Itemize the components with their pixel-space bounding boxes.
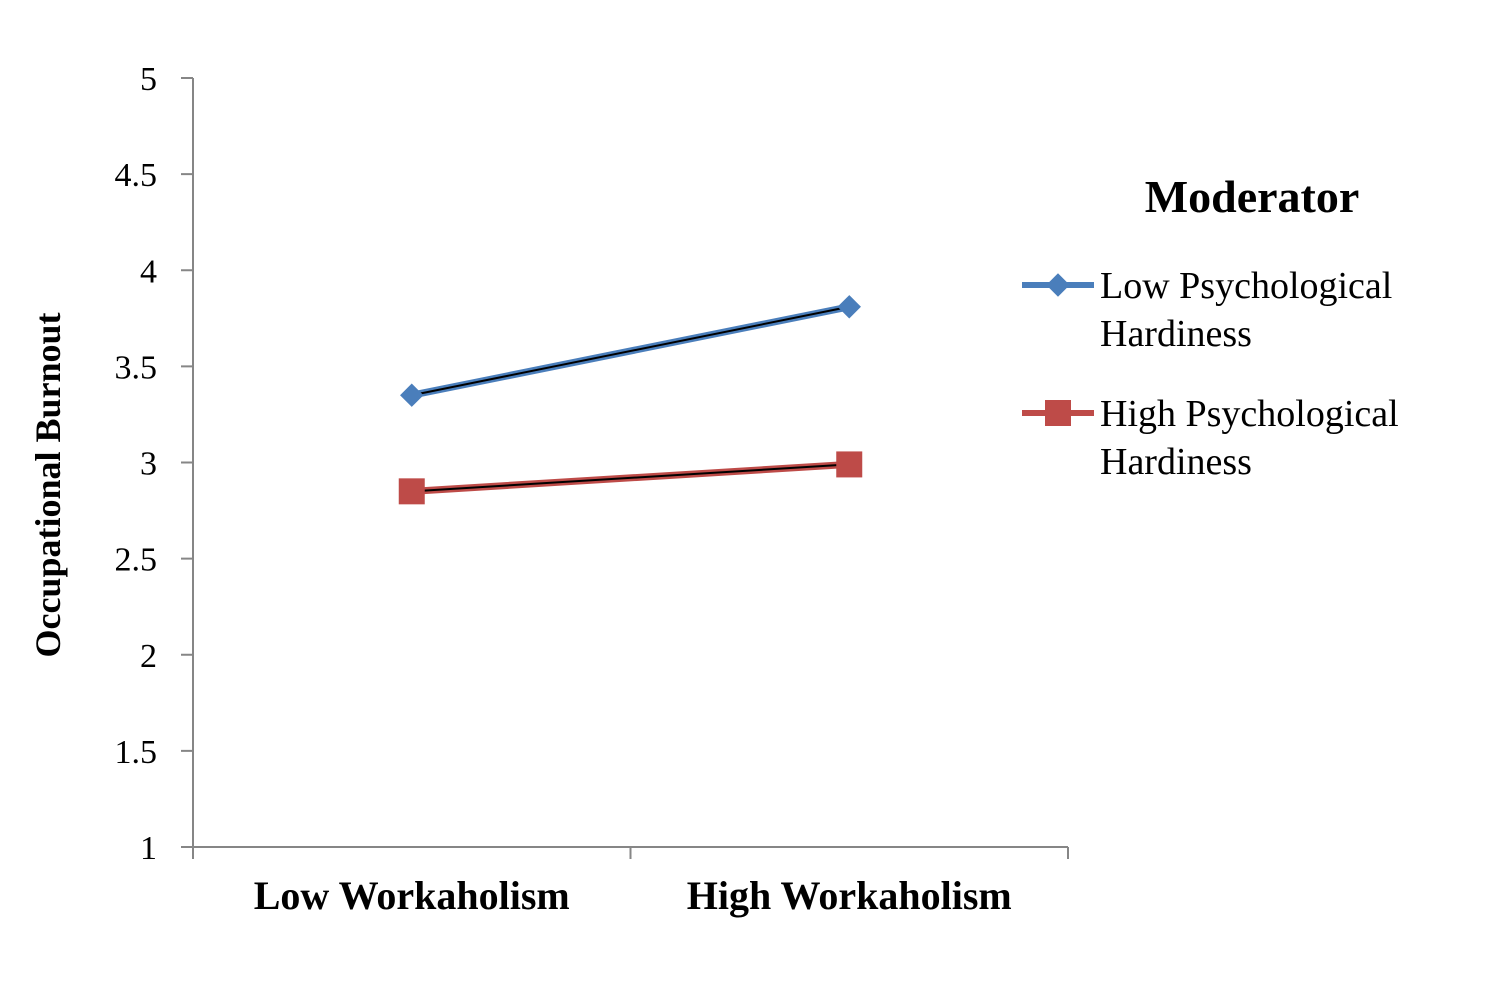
legend-marker — [1046, 273, 1070, 297]
legend-label: Low Psychological — [1100, 265, 1392, 307]
y-ticks: 1 1.5 2 2.5 3 3.5 4 4.5 5 — [115, 61, 193, 867]
series-fit-line — [411, 305, 850, 397]
y-tick-label: 4 — [140, 253, 157, 290]
data-point — [837, 295, 861, 319]
y-tick-label: 3.5 — [115, 349, 158, 386]
series-layer — [398, 295, 863, 505]
y-tick-label: 4.5 — [115, 157, 158, 194]
data-point — [836, 451, 863, 478]
legend-title: Moderator — [1145, 171, 1360, 222]
series-fit-line — [411, 463, 850, 493]
x-ticks: Low Workaholism High Workaholism — [192, 847, 1069, 918]
data-point — [400, 383, 424, 407]
data-point — [398, 478, 425, 505]
y-tick-label: 5 — [140, 61, 157, 98]
legend-marker — [1045, 400, 1071, 426]
legend: Moderator Low PsychologicalHardinessHigh… — [1022, 171, 1399, 483]
legend-entry-1: Low Psychological Hardiness — [1022, 265, 1392, 355]
y-tick-label: 3 — [140, 446, 157, 483]
y-tick-label: 1.5 — [115, 734, 158, 771]
legend-label: Hardiness — [1100, 441, 1252, 483]
y-tick-label: 2.5 — [115, 542, 158, 579]
y-tick-label: 1 — [140, 830, 157, 867]
y-tick-label: 2 — [140, 638, 157, 675]
legend-label: Hardiness — [1100, 313, 1252, 355]
y-axis-title: Occupational Burnout — [28, 312, 68, 657]
series-2 — [398, 451, 863, 505]
x-category-label: High Workaholism — [687, 873, 1012, 918]
x-category-label: Low Workaholism — [254, 873, 570, 918]
legend-entry-2: High Psychological Hardiness — [1022, 393, 1399, 483]
series-1 — [400, 295, 861, 407]
legend-label: High Psychological — [1100, 393, 1399, 435]
